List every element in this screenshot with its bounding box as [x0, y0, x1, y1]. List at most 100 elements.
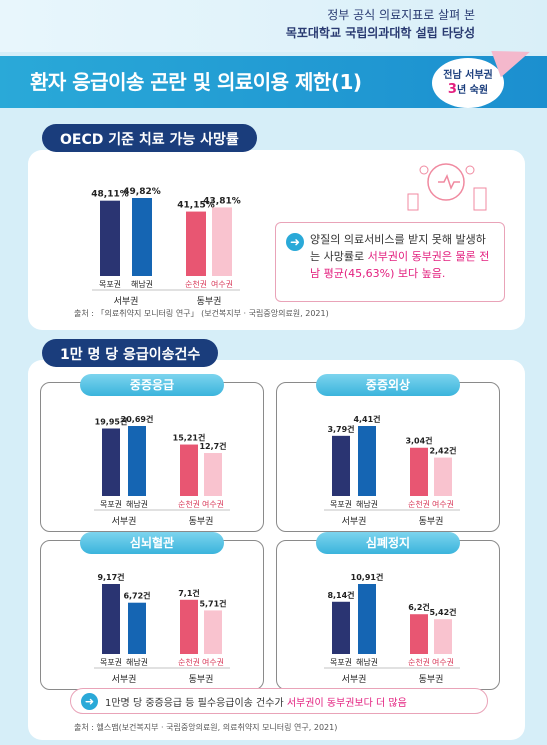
group-label-west: 서부권 — [342, 515, 367, 527]
category-label: 순천권 — [408, 499, 430, 509]
category-label: 여수권 — [202, 499, 224, 509]
severe-trauma-title: 중증외상 — [316, 374, 460, 396]
group-label-east: 동부권 — [189, 515, 214, 527]
data-label: 15,21건 — [173, 433, 206, 443]
data-label: 4,41건 — [353, 414, 380, 424]
data-label: 6,2건 — [408, 602, 430, 612]
data-label: 7,1건 — [178, 588, 200, 598]
header-strip — [0, 0, 547, 52]
data-label: 8,14건 — [327, 590, 354, 600]
category-label: 목포권 — [330, 499, 352, 509]
category-label: 여수권 — [202, 657, 224, 667]
group-label-west: 서부권 — [342, 673, 367, 685]
medical-illustration-icon — [407, 163, 487, 211]
bar-여수권 — [204, 453, 222, 496]
bar-목포권 — [332, 601, 350, 654]
note-highlight: 서부권이 동부권보다 더 많음 — [286, 698, 407, 709]
group-label-west: 서부권 — [112, 515, 137, 527]
category-label: 해남권 — [126, 657, 148, 667]
data-label: 2,42건 — [429, 446, 456, 456]
severe-emergency-title: 중증응급 — [80, 374, 224, 396]
header-subtitle: 정부 공식 의료지표로 살펴 본 — [327, 8, 475, 22]
category-label: 해남권 — [356, 499, 378, 509]
info-text: 양질의 의료서비스를 받지 못해 발생하는 사망률로 — [310, 233, 486, 263]
category-label: 여수권 — [211, 279, 233, 289]
note-text: 1만명 당 중증응급 등 필수응급이송 건수가 — [105, 698, 287, 709]
category-label: 순천권 — [178, 499, 200, 509]
bar-목포권 — [102, 428, 120, 496]
arrow-right-icon: ➜ — [286, 233, 304, 251]
category-label: 순천권 — [185, 279, 207, 289]
arrow-right-icon: ➜ — [81, 693, 98, 710]
data-label: 20,69건 — [121, 414, 154, 424]
source-note: 출처 : 「의료취약지 모니터링 연구」 (보건복지부 · 국립중앙의료원, 2… — [74, 309, 329, 318]
bar-목포권 — [100, 200, 120, 276]
group-label-east: 동부권 — [419, 515, 444, 527]
bar-순천권 — [410, 447, 428, 496]
data-label: 49,82% — [123, 187, 161, 197]
bar-목포권 — [332, 435, 350, 496]
bar-해남권 — [132, 198, 152, 276]
group-label-west: 서부권 — [112, 673, 137, 685]
group-label-west: 서부권 — [114, 295, 139, 307]
bar-순천권 — [410, 614, 428, 654]
data-label: 5,42건 — [429, 607, 456, 617]
bar-해남권 — [358, 584, 376, 654]
bar-해남권 — [358, 426, 376, 496]
badge-number: 3 — [447, 82, 457, 97]
bar-여수권 — [434, 457, 452, 496]
category-label: 목포권 — [100, 499, 122, 509]
data-label: 10,91건 — [351, 572, 384, 582]
category-label: 해남권 — [356, 657, 378, 667]
cardio-cerebro-title: 심뇌혈관 — [80, 532, 224, 554]
data-label: 19,95건 — [95, 417, 128, 427]
badge-suffix: 년 숙원 — [456, 85, 489, 96]
data-label: 43,81% — [203, 196, 241, 206]
data-label: 3,04건 — [405, 436, 432, 446]
category-label: 목포권 — [330, 657, 352, 667]
bar-순천권 — [180, 599, 198, 654]
category-label: 여수권 — [432, 657, 454, 667]
transport-section-label: 1만 명 당 응급이송건수 — [42, 339, 219, 367]
category-label: 목포권 — [99, 279, 121, 289]
category-label: 순천권 — [408, 657, 430, 667]
bar-순천권 — [180, 444, 198, 496]
source-note: 출처 : 헬스맵(보건복지부 · 국립중앙의료원, 의료취약지 모니터링 연구,… — [74, 723, 338, 732]
category-label: 여수권 — [432, 499, 454, 509]
bar-목포권 — [102, 584, 120, 654]
category-label: 해남권 — [126, 499, 148, 509]
group-label-east: 동부권 — [419, 673, 444, 685]
bar-순천권 — [186, 211, 206, 276]
cardiac-arrest-title: 심폐정지 — [316, 532, 460, 554]
data-label: 48,11% — [91, 190, 129, 200]
data-label: 5,71건 — [199, 598, 226, 608]
info-highlight: 서부권이 동부권은 물론 전남 평균(45,63%) 보다 높음. — [310, 250, 490, 280]
bar-여수권 — [434, 619, 452, 654]
bar-해남권 — [128, 426, 146, 496]
severe-trauma-panel — [276, 382, 500, 532]
data-label: 41,15% — [177, 201, 215, 211]
group-label-east: 동부권 — [189, 673, 214, 685]
data-label: 3,79건 — [327, 424, 354, 434]
data-label: 9,17건 — [97, 572, 124, 582]
header-heading: 목포대학교 국립의과대학 설립 타당성 — [285, 26, 475, 40]
category-label: 해남권 — [131, 279, 153, 289]
data-label: 6,72건 — [123, 591, 150, 601]
data-label: 12,7건 — [199, 441, 226, 451]
mortality-section-label: OECD 기준 치료 가능 사망률 — [42, 124, 257, 152]
category-label: 목포권 — [100, 657, 122, 667]
severe-emergency-panel — [40, 382, 264, 532]
badge-region: 전남 서부권 — [443, 70, 493, 81]
page-title: 환자 응급이송 곤란 및 의료이용 제한(1) — [30, 70, 362, 94]
mortality-info-box: ➜ 양질의 의료서비스를 받지 못해 발생하는 사망률로 서부권이 동부권은 물… — [275, 222, 505, 302]
category-label: 순천권 — [178, 657, 200, 667]
bar-여수권 — [212, 207, 232, 276]
anniversary-badge: 전남 서부권 3년 숙원 — [432, 58, 504, 108]
group-label-east: 동부권 — [197, 295, 222, 307]
transport-note: ➜ 1만명 당 중증응급 등 필수응급이송 건수가 서부권이 동부권보다 더 많… — [70, 688, 488, 714]
